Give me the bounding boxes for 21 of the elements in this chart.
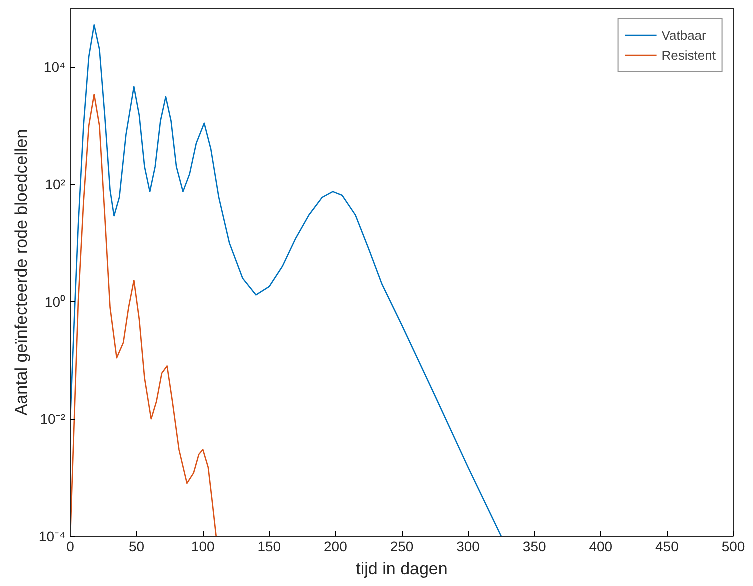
x-tick-label: 250 (390, 538, 414, 554)
x-tick-label: 0 (66, 538, 75, 554)
y-tick-label: 10⁻² (40, 411, 66, 428)
x-tick-label: 300 (456, 538, 480, 554)
y-tick-label: 10⁻⁴ (38, 528, 66, 544)
x-tick-label: 500 (722, 538, 746, 554)
x-tick-label: 150 (258, 538, 282, 554)
y-tick-label: 10⁰ (44, 294, 66, 310)
legend-label: Resistent (662, 48, 716, 62)
y-tick-label: 10⁴ (44, 59, 66, 76)
x-tick-label: 450 (656, 538, 680, 554)
legend-label: Vatbaar (662, 28, 706, 42)
x-tick-label: 200 (324, 538, 348, 554)
x-tick-label: 50 (129, 538, 145, 554)
x-tick-label: 350 (522, 538, 546, 554)
y-axis-title: Aantal geïnfecteerde rode bloedcellen (12, 129, 31, 416)
y-tick-label: 10² (45, 176, 66, 192)
x-tick-label: 100 (191, 538, 215, 554)
line-series (70, 94, 218, 536)
x-axis-title: tijd in dagen (356, 560, 448, 578)
x-tick-label: 400 (589, 538, 613, 554)
